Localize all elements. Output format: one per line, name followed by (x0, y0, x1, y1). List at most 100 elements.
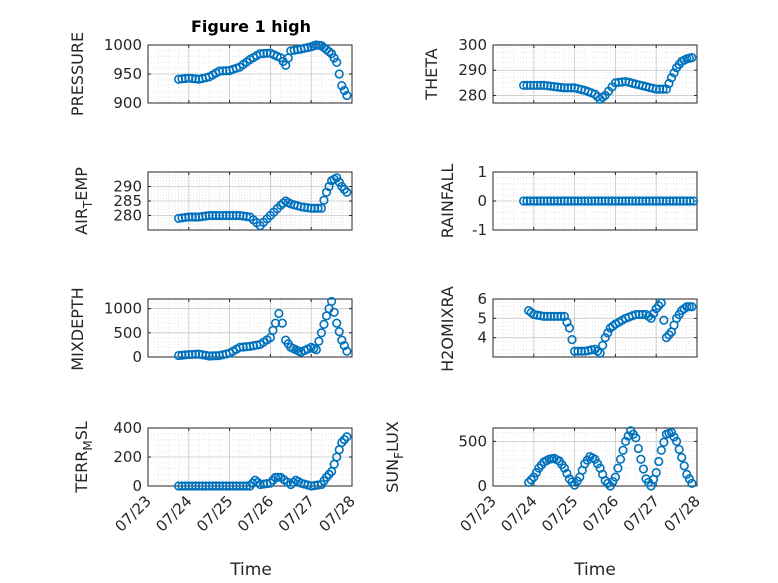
data-point (316, 203, 327, 213)
x-tick-label: 07/28 (316, 492, 359, 535)
data-point (324, 47, 334, 57)
x-axis-label-left: Time (229, 560, 272, 580)
y-axis-label-terr-msl: TERRMSL (72, 421, 95, 494)
plot-area-theta: 280 290 300 (458, 36, 698, 104)
data-point (531, 468, 541, 478)
data-point (313, 203, 323, 213)
data-point (316, 328, 327, 338)
plot-area-rainfall: -1 0 1 (472, 163, 699, 239)
data-point (332, 57, 342, 68)
data-point (684, 474, 694, 484)
data-point (342, 346, 352, 356)
x-tick-label: 07/23 (457, 492, 500, 535)
y-tick-label: 0 (132, 348, 142, 366)
data-point (191, 481, 201, 491)
data-point (270, 318, 281, 328)
data-point (636, 454, 646, 464)
axes-box (492, 427, 698, 487)
y-tick-label: 290 (113, 178, 142, 196)
x-tick-label: 07/26 (234, 492, 277, 535)
data-point (651, 468, 661, 478)
data-point (526, 475, 536, 485)
data-point (590, 454, 600, 464)
data-point (605, 481, 615, 491)
x-tick-label: 07/25 (538, 492, 581, 535)
data-point (329, 307, 339, 317)
data-point (306, 203, 316, 213)
subplot-mixdepth: 0 500 1000 MIXDEPTH (68, 287, 353, 371)
figure-title: Figure 1 high (191, 17, 311, 36)
data-point (669, 432, 679, 442)
data-point (610, 472, 621, 482)
data-point (339, 341, 349, 351)
y-tick-label: 280 (113, 207, 142, 225)
y-axis-label-mixdepth: MIXDEPTH (68, 287, 87, 370)
data-point (592, 459, 603, 469)
svg-text:AIRTEMP: AIRTEMP (72, 167, 95, 235)
subplot-h2omixra: 4 56 H2OMIXRA (438, 286, 698, 372)
data-point (310, 203, 320, 213)
y-axis-label-pressure: PRESSURE (68, 32, 87, 116)
data-point (592, 346, 603, 356)
data-point (529, 472, 539, 482)
y-axis-label-sun-flux: SUNFLUX (383, 421, 406, 493)
data-point (649, 308, 659, 319)
data-point (677, 452, 687, 463)
y-tick-label: 1000 (104, 36, 142, 54)
data-point (646, 313, 656, 323)
data-point (618, 445, 628, 455)
data-point (274, 308, 284, 319)
data-point (277, 318, 287, 328)
y-tick-label: 500 (458, 432, 487, 450)
y-tick-label: 285 (113, 192, 142, 210)
data-point (208, 481, 218, 491)
y-tick-label: 0 (132, 477, 142, 495)
y-tick-label: 0 (477, 477, 487, 495)
axes-box (492, 44, 698, 104)
x-tick-label: 07/27 (275, 492, 318, 535)
data-point (687, 302, 697, 312)
y-tick-label: 950 (113, 65, 142, 83)
data-point (671, 436, 682, 446)
y-axis-label-rainfall: RAINFALL (438, 164, 457, 239)
y-tick-label: 1 (477, 163, 487, 181)
data-point (556, 311, 566, 322)
data-point (342, 432, 352, 442)
data-point (608, 476, 618, 487)
data-point (334, 69, 344, 79)
data-point (174, 481, 184, 491)
y-tick-label: -1 (472, 221, 487, 239)
data-point (334, 327, 344, 337)
y-axis-label-air-temp: AIRTEMP (72, 167, 95, 235)
y-tick-label: 6 (477, 290, 487, 308)
x-tick-label: 07/23 (112, 492, 155, 535)
data-point (688, 196, 699, 206)
y-tick-label: 300 (458, 36, 487, 54)
axes-box (492, 298, 698, 358)
data-point (562, 468, 572, 479)
data-point (313, 480, 323, 490)
data-point (342, 187, 352, 197)
data-point (637, 309, 648, 320)
y-axis-label-h2omixra: H2OMIXRA (438, 286, 457, 372)
data-point (615, 454, 626, 464)
data-point (687, 478, 697, 488)
data-point (613, 463, 623, 473)
plot-area-h2omixra: 4 56 (477, 290, 698, 358)
data-point (669, 68, 679, 78)
data-point (631, 433, 641, 443)
data-point (685, 196, 695, 206)
svg-text:TERRMSL: TERRMSL (72, 421, 95, 494)
data-point (598, 340, 608, 351)
x-axis-label-right: Time (573, 560, 616, 580)
data-point (603, 328, 613, 338)
data-point (567, 335, 577, 345)
y-tick-label: 0 (477, 192, 487, 210)
data-point (337, 80, 347, 91)
data-point (337, 335, 347, 345)
data-point (319, 319, 329, 329)
subplot-theta: 280 290 300 THETA (422, 36, 698, 104)
